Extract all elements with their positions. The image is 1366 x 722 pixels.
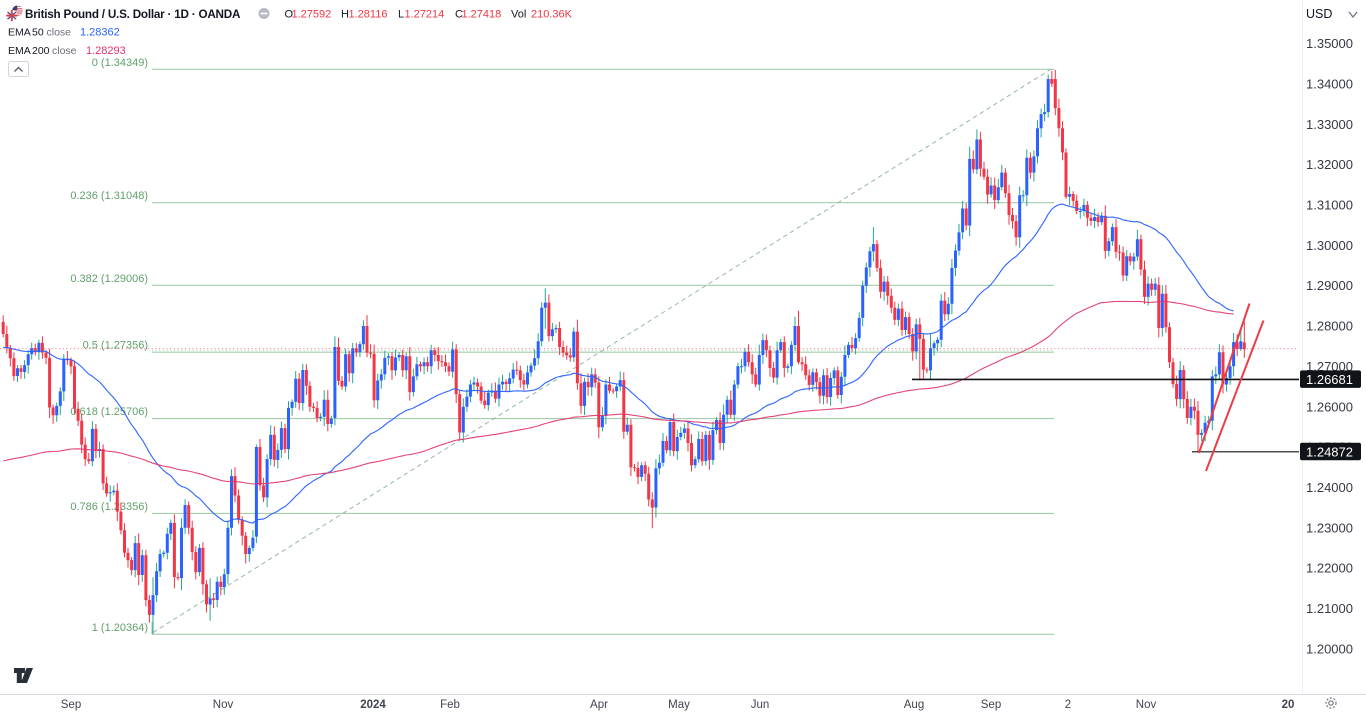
svg-text:Jun: Jun — [751, 699, 770, 711]
svg-text:1.33000: 1.33000 — [1306, 117, 1353, 132]
svg-text:2024: 2024 — [360, 699, 386, 711]
svg-text:1.28000: 1.28000 — [1306, 319, 1353, 334]
svg-text:Aug: Aug — [904, 699, 924, 711]
svg-text:2: 2 — [1065, 699, 1071, 711]
svg-text:20: 20 — [1282, 699, 1295, 711]
svg-text:0.236 (1.31048): 0.236 (1.31048) — [70, 190, 148, 202]
svg-text:British Pound / U.S. Dollar ·: British Pound / U.S. Dollar · 1D · OANDA — [25, 8, 241, 21]
svg-text:1.35000: 1.35000 — [1306, 36, 1353, 51]
svg-text:1.24000: 1.24000 — [1306, 480, 1353, 495]
svg-text:Apr: Apr — [590, 699, 608, 711]
svg-text:1.24872: 1.24872 — [1306, 444, 1353, 459]
svg-text:1.23000: 1.23000 — [1306, 520, 1353, 535]
svg-text:Nov: Nov — [213, 699, 234, 711]
svg-text:0.5 (1.27356): 0.5 (1.27356) — [83, 340, 148, 352]
svg-text:1.32000: 1.32000 — [1306, 157, 1353, 172]
svg-text:1.20000: 1.20000 — [1306, 641, 1353, 656]
svg-text:Feb: Feb — [440, 699, 460, 711]
svg-text:1 (1.20364): 1 (1.20364) — [92, 622, 148, 634]
svg-text:1.30000: 1.30000 — [1306, 238, 1353, 253]
svg-text:Nov: Nov — [1136, 699, 1157, 711]
svg-text:0.618 (1.25706): 0.618 (1.25706) — [70, 406, 148, 418]
svg-text:1.31000: 1.31000 — [1306, 198, 1353, 213]
svg-text:1.26681: 1.26681 — [1306, 372, 1353, 387]
svg-text:Sep: Sep — [61, 699, 81, 711]
svg-text:USD: USD — [1306, 7, 1332, 21]
svg-text:1.22000: 1.22000 — [1306, 561, 1353, 576]
svg-text:0.786 (1.23356): 0.786 (1.23356) — [70, 501, 148, 513]
svg-text:0.382 (1.29006): 0.382 (1.29006) — [70, 273, 148, 285]
svg-text:1.34000: 1.34000 — [1306, 77, 1353, 92]
svg-text:1.27000: 1.27000 — [1306, 359, 1353, 374]
svg-text:Sep: Sep — [981, 699, 1001, 711]
svg-text:1.26000: 1.26000 — [1306, 399, 1353, 414]
svg-text:1.29000: 1.29000 — [1306, 278, 1353, 293]
svg-text:1.21000: 1.21000 — [1306, 601, 1353, 616]
svg-text:0 (1.34349): 0 (1.34349) — [92, 57, 148, 69]
svg-text:May: May — [668, 699, 690, 711]
